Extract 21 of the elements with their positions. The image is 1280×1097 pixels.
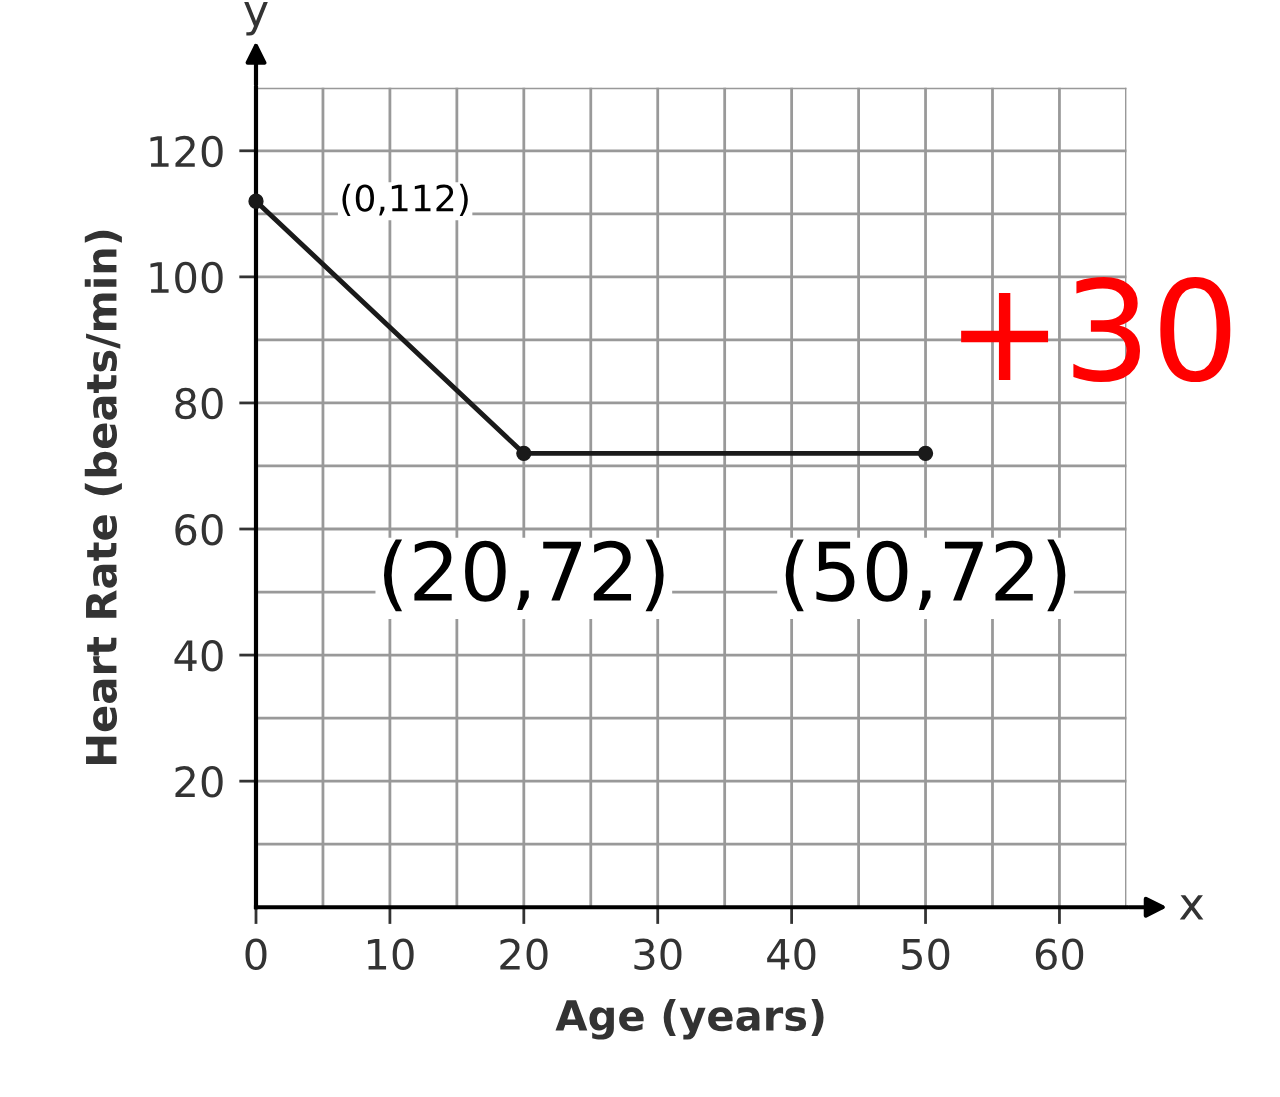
annotation: +30: [961, 277, 1231, 383]
text: x: [1179, 895, 1204, 920]
y-tick-label: 120: [150, 135, 223, 168]
text: y: [244, 1, 268, 36]
x-tick-label: 20: [500, 938, 548, 971]
y-tick-label: 100: [150, 261, 223, 294]
x-axis-title: Age (years): [555, 998, 824, 1040]
annotation: (20,72): [384, 539, 664, 612]
x-tick-label: 60: [1035, 938, 1084, 971]
x-tick-label: 40: [767, 938, 816, 971]
y-axis-title: Heart Rate (beats/min): [84, 230, 122, 765]
annotation: (50,72): [785, 539, 1066, 612]
y-tick-label: 20: [175, 766, 223, 798]
x-tick-label: 50: [902, 938, 950, 971]
y-tick-label: 40: [174, 639, 223, 672]
y-tick-label: 60: [175, 513, 223, 546]
annotation: (0,112): [342, 183, 468, 216]
x-tick-label: 10: [367, 938, 414, 971]
y-tick-label: 80: [175, 387, 223, 420]
x-tick-label: 30: [634, 938, 682, 971]
x-tick-label: 0: [245, 938, 267, 971]
